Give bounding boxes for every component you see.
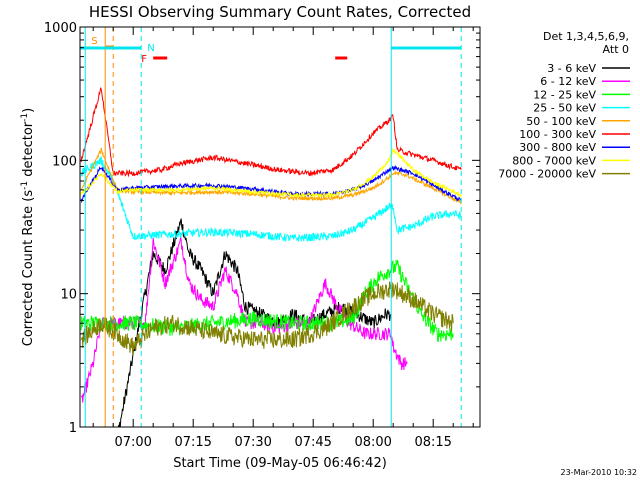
y-tick-label: 10 [60,288,77,303]
legend-header-line1: Det 1,3,4,5,6,9, [543,30,629,43]
flag-label: F [141,54,147,65]
x-axis: 07:00 07:15 07:30 07:45 08:00 08:15 [92,27,474,450]
series-line [81,218,392,428]
legend-label: 25 - 50 keV [533,102,596,115]
chart-title: HESSI Observing Summary Count Rates, Cor… [89,3,471,21]
x-axis-label: Start Time (09-May-05 06:46:42) [173,456,387,471]
y-axis-label-end: ) [21,108,36,113]
x-tick-label: 07:15 [174,435,211,450]
x-tick-label: 07:45 [294,435,331,450]
legend-label: 6 - 12 keV [540,75,596,88]
series-line [80,87,462,178]
series-line [80,156,462,242]
y-axis-label: Corrected Count Rate (s-1 detector-1) [20,108,36,346]
y-axis-label-mid: detector [21,121,36,181]
y-tick-label: 100 [52,154,77,169]
legend-header-line2: Att 0 [603,43,629,56]
y-axis-label-start: Corrected Count Rate (s [21,190,36,347]
x-tick-label: 08:00 [354,435,391,450]
series-layer [80,87,462,428]
y-axis-label-sup2: -1 [20,113,30,122]
legend-label: 300 - 800 keV [519,141,596,154]
flag-label: S [91,36,97,47]
legend-label: 100 - 300 keV [519,128,596,141]
y-tick-label: 1 [69,421,77,436]
legend-label: 3 - 6 keV [547,62,596,75]
legend-label: 50 - 100 keV [526,115,596,128]
legend-label: 7000 - 20000 keV [498,168,596,181]
x-tick-label: 08:15 [414,435,451,450]
flag-label: N [147,43,154,54]
series-line [80,164,462,204]
legend-label: 12 - 25 keV [533,88,596,101]
y-axis-label-sup: -1 [20,181,30,190]
legend-label: 800 - 7000 keV [512,154,596,167]
y-axis: 1 10 100 1000 [44,21,480,436]
overlay-layer: S NF [80,27,462,427]
footer-date: 23-Mar-2010 10:32 [561,468,638,477]
series-line [80,148,462,199]
x-tick-label: 07:00 [114,435,151,450]
x-tick-label: 07:30 [234,435,271,450]
y-tick-label: 1000 [44,21,77,36]
plot-frame [79,26,481,428]
